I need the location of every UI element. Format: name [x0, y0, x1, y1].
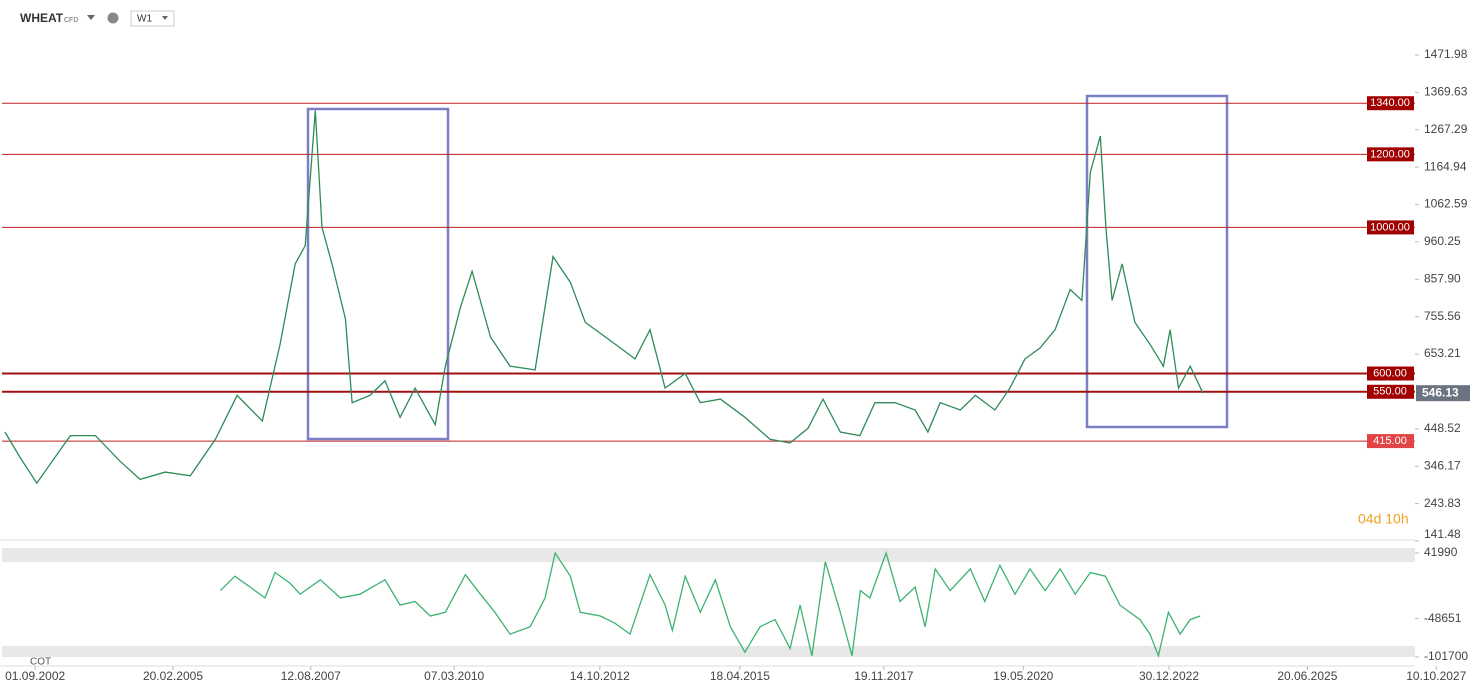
level-label: 1200.00: [1370, 148, 1410, 160]
level-label: 600.00: [1373, 367, 1407, 379]
info-icon[interactable]: [107, 12, 119, 24]
y-tick-label: 346.17: [1424, 458, 1461, 472]
current-price: 546.13: [1422, 385, 1459, 399]
level-tag: [1367, 220, 1414, 235]
level-label: 1000.00: [1370, 221, 1410, 233]
level-label: 1340.00: [1370, 97, 1410, 109]
interval-select[interactable]: [130, 10, 175, 27]
y-tick-label: 755.56: [1424, 309, 1461, 323]
y-tick-label: -48651: [1424, 611, 1462, 625]
y-tick-label: 41990: [1424, 545, 1458, 559]
x-tick-label: 14.10.2012: [570, 669, 630, 683]
price-line: [4, 110, 1204, 485]
x-tick-label: 20.06.2025: [1277, 669, 1337, 683]
x-tick-label: 30.12.2022: [1139, 669, 1199, 683]
level-tag: [1367, 366, 1414, 381]
y-tick-label: 141.48: [1424, 527, 1461, 541]
candle-countdown: 04d 10h: [1358, 511, 1409, 527]
x-tick-label: 20.02.2005: [143, 669, 203, 683]
current-price-tag: [1416, 385, 1470, 402]
interval-dropdown: [162, 16, 168, 20]
y-tick-label: 1267.29: [1424, 122, 1468, 136]
x-tick-label: 19.05.2020: [993, 669, 1053, 683]
level-tag: [1367, 434, 1414, 449]
cot-band-top: [2, 548, 1415, 562]
level-tag: [1367, 96, 1414, 111]
x-tick-label: 12.08.2007: [281, 669, 341, 683]
symbol-dropdown[interactable]: [87, 15, 95, 20]
level-label: 415.00: [1373, 435, 1407, 447]
x-tick-label: 19.11.2017: [854, 669, 913, 683]
y-tick-label: 1062.59: [1424, 197, 1468, 211]
highlight-box: [306, 107, 450, 441]
cot-band-bottom: [2, 646, 1415, 657]
price-line: [219, 550, 1201, 659]
x-tick-label: 10.10.2027: [1406, 669, 1466, 683]
interval: W1: [137, 14, 152, 25]
y-tick-label: 1164.94: [1424, 159, 1467, 173]
y-tick-label: 243.83: [1424, 496, 1461, 510]
y-tick-label: 857.90: [1424, 271, 1461, 285]
level-tag: [1367, 147, 1414, 162]
indicator-label[interactable]: COT: [30, 657, 51, 668]
y-tick-label: 960.25: [1424, 234, 1461, 248]
y-tick-label: 1369.63: [1424, 85, 1468, 99]
symbol[interactable]: WHEAT: [20, 11, 64, 25]
x-tick-label: 07.03.2010: [424, 669, 484, 683]
level-label: 550.00: [1373, 386, 1407, 398]
x-tick-label: 18.04.2015: [710, 669, 770, 683]
y-tick-label: -101700: [1424, 649, 1468, 663]
instrument-type: CFD: [64, 17, 78, 24]
highlight-box: [1085, 94, 1229, 429]
x-tick-label: 01.09.2002: [5, 669, 65, 683]
y-tick-label: 448.52: [1424, 421, 1461, 435]
y-tick-label: 653.21: [1424, 346, 1461, 360]
level-tag: [1367, 384, 1414, 399]
y-tick-label: 1471.98: [1424, 47, 1468, 61]
